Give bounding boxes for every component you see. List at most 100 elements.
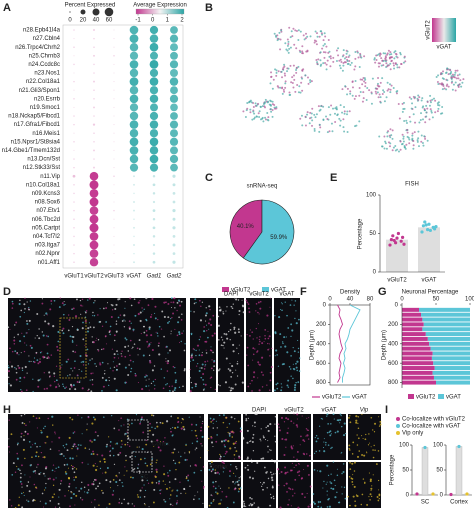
micrograph-cell [238,344,240,346]
umap-cell [446,79,449,82]
micrograph-cell [223,455,225,458]
expression-dot [133,244,135,246]
micrograph-cell [321,418,324,420]
umap-cell [323,32,326,35]
micrograph-cell [82,321,84,324]
micrograph-cell [281,363,284,366]
expression-dot [73,132,75,134]
micrograph-cell [246,346,249,349]
expression-dot [149,103,159,112]
micrograph-cell [298,318,300,321]
micrograph-cell [376,496,379,499]
micrograph-cell [367,444,370,446]
umap-cell [306,111,309,114]
micrograph-cell [7,365,9,367]
umap-cell [313,113,316,116]
micrograph-cell [278,316,281,319]
micrograph-cell [230,305,233,308]
micrograph-cell [338,501,341,504]
umap-cell [408,115,411,118]
y-tick-label: 0 [440,493,444,499]
umap-cell [362,97,365,100]
expression-dot [170,51,178,60]
expression-dot [133,175,135,178]
umap-cell [420,99,423,102]
expression-dot [170,86,178,95]
micrograph-cell [109,445,112,447]
bar [418,227,440,272]
micrograph-cell [28,319,31,322]
micrograph-cell [260,440,262,442]
micrograph-cell [288,365,291,368]
expression-dot [113,63,115,65]
micrograph-cell [322,487,324,489]
micrograph-cell [26,301,28,303]
micrograph-cell [180,427,183,430]
micrograph-cell [216,427,218,429]
micrograph-cell [204,314,208,317]
micrograph-cell [212,485,215,488]
umap-cell [351,94,354,97]
umap-cell [442,84,445,87]
micrograph-cell [145,385,148,388]
micrograph-cell [312,501,315,504]
umap-cell [437,107,440,110]
micrograph-cell [213,369,215,371]
micrograph-cell [345,432,347,435]
micrograph-cell [361,413,363,416]
umap-cell [295,71,298,74]
micrograph-cell [175,468,177,471]
umap-cell [451,76,454,79]
expression-dot [149,77,159,86]
umap-cell [420,134,423,137]
micrograph-cell [378,425,381,427]
umap-cell [363,55,366,58]
micrograph-cell [285,336,287,338]
micrograph-cell [293,368,296,371]
line [337,304,343,383]
micrograph-cell [189,360,191,362]
micrograph-cell [349,504,351,507]
y-tick-label: 50 [402,468,409,474]
y-tick-label: 200 [388,322,399,328]
umap-cell [449,72,452,75]
micrograph-cell [80,444,82,446]
micrograph-cell [29,344,32,347]
micrograph-cell [285,482,288,485]
micrograph-cell [111,348,113,350]
micrograph-cell [81,417,83,419]
y-tick-label: 100 [399,443,410,449]
umap-cell [313,41,316,44]
micrograph-cell [161,422,164,425]
micrograph-cell [182,330,184,332]
micrograph-cell [244,466,247,469]
micrograph-cell [11,302,14,305]
micrograph-cell [138,472,141,474]
micrograph-cell [112,479,115,481]
micrograph-cell [296,418,298,420]
umap-cell [361,83,364,86]
panel-letter: D [3,286,11,298]
umap-cell [346,110,349,113]
umap-cell [288,47,291,50]
micrograph-cell [209,318,212,321]
micrograph-cell [65,443,68,446]
micrograph-cell [40,429,42,432]
expression-dot [152,260,156,264]
umap-cell [382,64,385,67]
row-label: n07.Etv1 [36,208,60,214]
micrograph-cell [216,471,219,474]
channel-label: DAPI [224,292,238,298]
micrograph-cell [293,386,297,389]
micrograph-cell [198,369,201,373]
row-label: n13.Dcn/Sst [27,157,60,163]
expression-dot [152,252,156,255]
micrograph-cell [155,331,157,333]
pie-slice [242,199,295,265]
column-label: vGluT3 [104,274,124,280]
umap-cell [306,76,309,79]
data-point [420,230,424,234]
micrograph-cell [47,417,49,420]
micrograph-cell [219,502,222,505]
umap-cell [389,68,392,71]
